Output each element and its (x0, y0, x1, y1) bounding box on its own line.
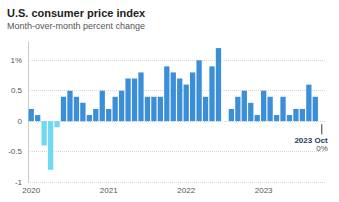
svg-text:U.S. consumer price index: U.S. consumer price index (7, 7, 146, 19)
svg-text:-1: -1 (14, 177, 22, 187)
svg-text:0.5: 0.5 (11, 86, 23, 95)
svg-text:0%: 0% (316, 144, 328, 153)
svg-text:1%: 1% (10, 56, 22, 65)
svg-text:2022: 2022 (177, 186, 195, 195)
svg-text:2021: 2021 (100, 186, 118, 195)
svg-text:0: 0 (18, 117, 23, 126)
svg-text:2023: 2023 (255, 186, 273, 195)
svg-text:2023 Oct: 2023 Oct (294, 135, 328, 145)
svg-text:2020: 2020 (22, 186, 40, 195)
svg-text:-0.5: -0.5 (8, 147, 22, 156)
svg-text:Month-over-month percent chang: Month-over-month percent change (7, 21, 145, 31)
